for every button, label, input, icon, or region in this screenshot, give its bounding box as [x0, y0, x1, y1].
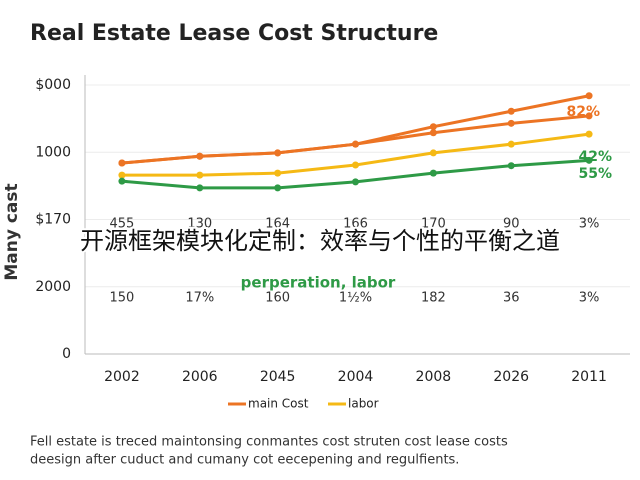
point — [196, 152, 204, 160]
annotation: perperation, labor — [241, 274, 396, 292]
series-line — [121, 94, 590, 165]
row-cell: 1½% — [339, 291, 372, 306]
row-cell: 36 — [503, 291, 520, 306]
y-tick-label: $170 — [35, 212, 71, 228]
point — [507, 162, 515, 170]
point — [507, 119, 515, 127]
chart-title: Real Estate Lease Cost Structure — [30, 21, 438, 46]
row-cell: 3% — [579, 217, 600, 232]
row-cell: 130 — [187, 217, 212, 232]
y-tick-label: 2000 — [35, 279, 71, 295]
row-cell: 166 — [343, 217, 368, 232]
point — [118, 177, 126, 185]
legend-label: labor — [348, 397, 379, 411]
caption-line: deesign after cuduct and cumany cot eece… — [30, 453, 459, 468]
y-tick-label: $000 — [35, 77, 71, 93]
point — [274, 184, 282, 192]
annotation: 42% — [578, 149, 612, 165]
row-cell: 455 — [110, 217, 135, 232]
x-tick-label: 2011 — [571, 369, 607, 385]
caption-line: Fell estate is treced maintonsing conman… — [30, 435, 508, 450]
row-cell: 160 — [265, 291, 290, 306]
point — [352, 140, 359, 148]
row-cell: 170 — [421, 217, 446, 232]
point — [429, 123, 437, 131]
point — [118, 159, 126, 167]
series-line — [121, 114, 590, 165]
point — [274, 169, 282, 177]
point — [352, 178, 359, 186]
x-tick-label: 2026 — [493, 369, 529, 385]
row-cell: 150 — [110, 291, 135, 306]
legend-label: main Cost — [248, 397, 309, 411]
x-tick-label: 2004 — [338, 369, 374, 385]
row-cell: 90 — [503, 217, 520, 232]
point — [196, 171, 204, 179]
row-cell: 3% — [579, 291, 600, 306]
point — [507, 107, 515, 115]
row-cell: 182 — [421, 291, 446, 306]
point — [429, 149, 437, 157]
point — [352, 161, 359, 169]
x-tick-label: 2045 — [260, 369, 296, 385]
y-tick-label: 0 — [62, 346, 71, 362]
point — [585, 156, 593, 164]
point — [507, 140, 515, 148]
x-tick-label: 2002 — [104, 369, 140, 385]
row-cell: 17% — [185, 291, 214, 306]
row-cell: 164 — [265, 217, 290, 232]
point — [196, 184, 204, 192]
y-axis-title: Many cast — [2, 183, 22, 280]
point — [585, 112, 593, 120]
point — [429, 169, 437, 177]
point — [585, 92, 593, 100]
series-line — [121, 132, 590, 177]
point — [118, 171, 126, 179]
annotation: 82% — [566, 104, 600, 120]
point — [274, 149, 282, 157]
x-tick-label: 2008 — [416, 369, 452, 385]
overlay-text: 开源框架模块化定制：效率与个性的平衡之道 — [80, 227, 560, 255]
x-tick-label: 2006 — [182, 369, 218, 385]
annotation: 55% — [578, 166, 612, 182]
point — [585, 130, 593, 138]
point — [429, 129, 437, 137]
y-tick-label: 1000 — [35, 144, 71, 160]
